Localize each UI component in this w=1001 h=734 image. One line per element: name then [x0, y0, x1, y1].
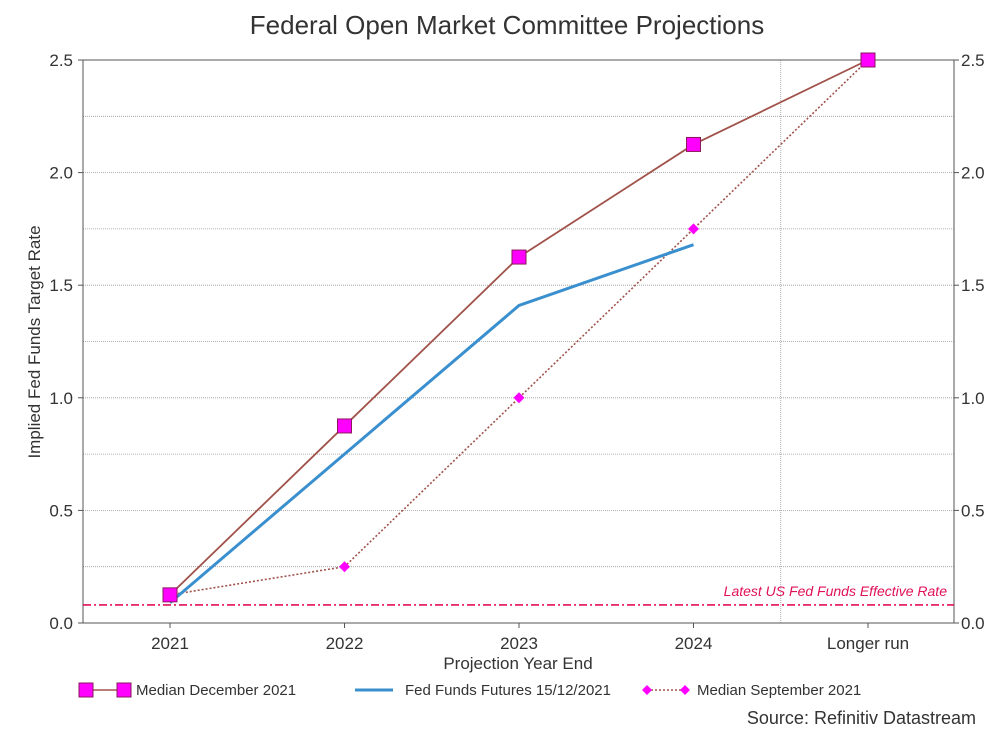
y-axis-left: 0.0 0.5 1.0 1.5 2.0 2.5 [49, 51, 83, 633]
legend-label: Fed Funds Futures 15/12/2021 [405, 682, 611, 699]
legend-label: Median September 2021 [697, 682, 861, 699]
x-tick-label: Longer run [827, 634, 909, 653]
y-tick-label-right: 2.5 [961, 51, 985, 70]
y-tick-label-left: 0.5 [49, 501, 73, 520]
series-line [169, 59, 869, 596]
legend-marker [680, 685, 690, 695]
y-tick-label-left: 0.0 [49, 614, 73, 633]
y-tick-label-left: 2.5 [49, 51, 73, 70]
y-tick-label-right: 0.0 [961, 614, 985, 633]
y-axis-right: 0.0 0.5 1.0 1.5 2.0 2.5 [954, 51, 985, 633]
y-tick-label-left: 1.5 [49, 276, 73, 295]
x-axis-label: Projection Year End [443, 654, 592, 673]
legend-item: Median September 2021 [642, 682, 861, 699]
x-tick-label: 2023 [500, 634, 538, 653]
series-1 [169, 243, 694, 604]
legend-marker [116, 682, 132, 698]
y-tick-label-right: 1.5 [961, 276, 985, 295]
data-point-square [686, 136, 701, 152]
series-line [169, 243, 694, 604]
data-point-square [860, 52, 876, 68]
y-axis-label: Implied Fed Funds Target Rate [25, 225, 44, 458]
data-point-diamond [688, 223, 699, 235]
x-tick-label: 2024 [675, 634, 713, 653]
data-point-square [162, 587, 178, 603]
legend-label: Median December 2021 [136, 682, 296, 699]
data-point-square [337, 418, 352, 434]
legend-item: Fed Funds Futures 15/12/2021 [355, 682, 611, 699]
legend-item: Median December 2021 [78, 682, 296, 699]
source-note: Source: Refinitiv Datastream [747, 708, 976, 728]
y-tick-label-right: 2.0 [961, 164, 985, 183]
series-layer [162, 52, 876, 604]
legend: Median December 2021 Fed Funds Futures 15… [78, 682, 861, 699]
chart-title: Federal Open Market Committee Projection… [250, 10, 764, 40]
y-tick-label-right: 0.5 [961, 501, 985, 520]
grid [83, 60, 954, 623]
data-point-diamond [339, 561, 350, 573]
legend-marker [78, 682, 94, 698]
x-tick-label: 2021 [151, 634, 189, 653]
legend-marker [642, 685, 652, 695]
x-tick-label: 2022 [326, 634, 364, 653]
data-point-square [511, 249, 527, 265]
data-point-diamond [513, 392, 525, 404]
y-tick-label-left: 1.0 [49, 389, 73, 408]
series-0 [162, 52, 876, 603]
x-axis: 2021 2022 2023 2024 Longer run [151, 623, 909, 653]
reference-line-label: Latest US Fed Funds Effective Rate [724, 583, 948, 599]
reference-line: Latest US Fed Funds Effective Rate [83, 583, 954, 606]
y-tick-label-left: 2.0 [49, 164, 73, 183]
y-tick-label-right: 1.0 [961, 389, 985, 408]
